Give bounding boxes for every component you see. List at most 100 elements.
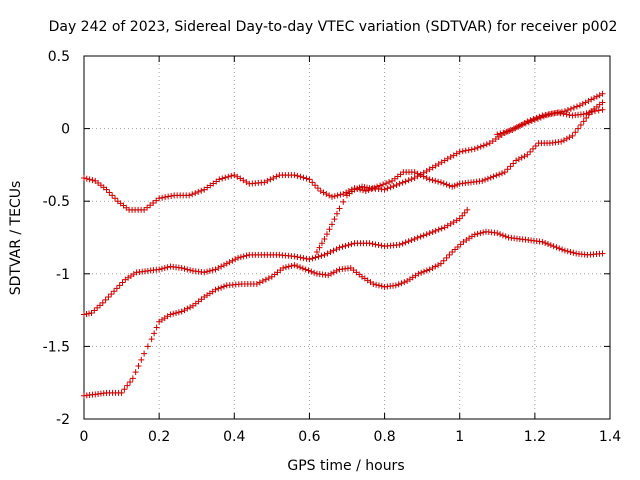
data-point	[459, 212, 466, 219]
data-point	[297, 173, 304, 180]
data-point	[524, 151, 531, 158]
data-point	[459, 148, 466, 155]
data-point	[426, 230, 433, 237]
data-point	[554, 109, 561, 116]
data-point	[468, 146, 475, 153]
data-point	[451, 182, 458, 189]
data-point	[515, 123, 522, 130]
data-point	[585, 98, 592, 105]
data-point	[165, 193, 172, 200]
data-point	[175, 309, 182, 316]
data-point	[595, 107, 602, 114]
x-tick-label: 1	[455, 429, 464, 445]
data-point	[569, 132, 576, 139]
data-point	[426, 266, 433, 273]
data-point	[579, 100, 586, 107]
grid	[84, 56, 610, 419]
data-point	[218, 284, 225, 291]
data-point	[105, 294, 112, 301]
data-point	[596, 92, 603, 99]
data-point	[318, 252, 325, 259]
data-point	[240, 253, 247, 260]
data-point	[438, 159, 445, 166]
data-point	[567, 249, 574, 256]
data-point	[542, 239, 549, 246]
data-point	[330, 247, 337, 254]
data-point	[437, 179, 444, 186]
data-point	[456, 215, 463, 222]
data-point	[449, 249, 456, 256]
data-point	[89, 177, 96, 184]
data-point	[461, 209, 468, 216]
data-point	[482, 176, 489, 183]
y-tick-label: -1.5	[43, 339, 70, 355]
data-point	[207, 182, 214, 189]
data-point	[465, 147, 472, 154]
data-point	[408, 237, 415, 244]
data-point	[375, 282, 382, 289]
data-point	[333, 267, 340, 274]
data-point	[336, 205, 343, 212]
data-point	[337, 191, 344, 198]
data-point	[521, 153, 528, 160]
data-point	[550, 243, 557, 250]
data-point	[501, 169, 508, 176]
data-point	[498, 170, 505, 177]
data-point	[378, 283, 385, 290]
data-point	[559, 246, 566, 253]
data-point	[381, 186, 388, 193]
data-point	[429, 177, 436, 184]
data-point	[582, 99, 589, 106]
x-tick-label: 1.2	[524, 429, 546, 445]
data-point	[545, 111, 552, 118]
data-point	[474, 144, 481, 151]
data-point	[359, 187, 366, 194]
data-point	[536, 113, 543, 120]
data-point	[401, 279, 408, 286]
data-point	[509, 127, 516, 134]
data-point	[351, 186, 358, 193]
data-point	[450, 152, 457, 159]
data-point	[396, 180, 403, 187]
data-point	[586, 109, 593, 116]
data-point	[560, 110, 567, 117]
data-point	[243, 252, 250, 259]
data-point	[86, 176, 93, 183]
data-point	[387, 184, 394, 191]
data-point	[417, 171, 424, 178]
data-point	[240, 177, 247, 184]
data-point	[373, 281, 380, 288]
data-point	[204, 184, 211, 191]
data-point	[164, 264, 171, 271]
data-point	[261, 179, 268, 186]
data-point	[435, 178, 442, 185]
data-point	[162, 194, 169, 201]
data-point	[399, 179, 406, 186]
data-point	[395, 281, 402, 288]
data-point	[325, 272, 332, 279]
data-point	[557, 110, 564, 117]
data-point	[297, 254, 304, 261]
data-point	[96, 302, 103, 309]
data-point	[328, 270, 335, 277]
data-point	[216, 176, 223, 183]
data-point	[450, 219, 457, 226]
data-point	[553, 244, 560, 251]
data-point	[312, 182, 319, 189]
data-point	[206, 267, 213, 274]
data-point	[464, 206, 471, 213]
data-point	[456, 148, 463, 155]
data-point	[116, 282, 123, 289]
data-point	[187, 267, 194, 274]
data-point	[259, 278, 266, 285]
data-point	[573, 103, 580, 110]
data-point	[453, 150, 460, 157]
data-point	[418, 269, 425, 276]
data-point	[504, 166, 511, 173]
data-point	[326, 226, 333, 233]
data-point	[440, 257, 447, 264]
data-point	[354, 185, 361, 192]
data-point	[280, 264, 287, 271]
data-point	[432, 162, 439, 169]
data-point	[151, 330, 158, 337]
